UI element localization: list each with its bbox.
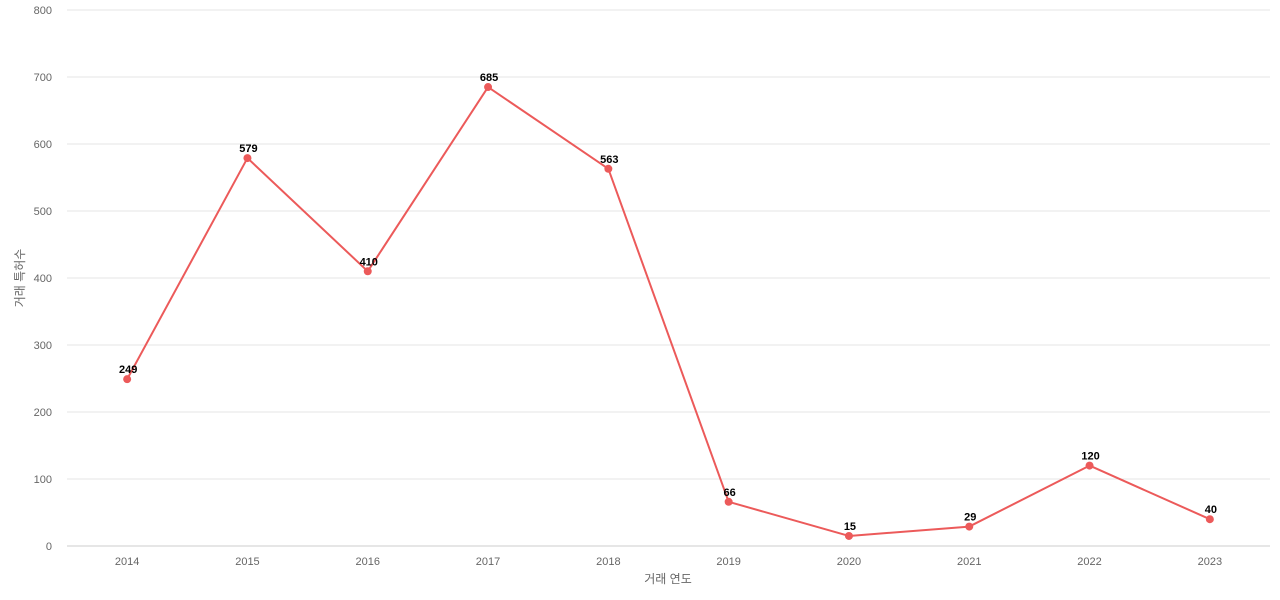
- y-tick-label: 0: [46, 541, 52, 553]
- data-label: 579: [239, 143, 257, 155]
- data-point[interactable]: [363, 267, 372, 276]
- x-tick-label: 2022: [1077, 556, 1101, 568]
- x-axis-title: 거래 연도: [644, 572, 692, 586]
- data-label: 249: [119, 364, 137, 376]
- data-point[interactable]: [1085, 461, 1094, 470]
- series-layer: [126, 86, 1211, 537]
- y-axis-ticks: 0 100 200 300 400 500 600 700 800: [34, 5, 52, 553]
- x-tick-label: 2017: [476, 556, 500, 568]
- y-tick-label: 500: [34, 206, 52, 218]
- data-point[interactable]: [724, 497, 733, 506]
- data-point[interactable]: [965, 522, 974, 531]
- x-tick-label: 2014: [115, 556, 139, 568]
- data-point[interactable]: [844, 531, 853, 540]
- x-tick-label: 2018: [596, 556, 620, 568]
- data-label: 685: [480, 72, 498, 84]
- x-tick-label: 2015: [235, 556, 259, 568]
- data-point[interactable]: [243, 154, 252, 163]
- x-tick-label: 2020: [837, 556, 861, 568]
- y-tick-label: 400: [34, 273, 52, 285]
- data-label: 66: [724, 487, 736, 499]
- y-tick-label: 100: [34, 474, 52, 486]
- grid-layer: [67, 9, 1270, 547]
- y-tick-label: 600: [34, 139, 52, 151]
- data-point[interactable]: [123, 375, 132, 384]
- data-label: 410: [360, 256, 378, 268]
- data-label: 563: [600, 154, 618, 166]
- y-tick-label: 300: [34, 340, 52, 352]
- data-point[interactable]: [484, 83, 493, 92]
- series-line: [126, 86, 1211, 537]
- point-layer: [123, 83, 1214, 540]
- y-axis-title: 거래 특허수: [13, 249, 27, 308]
- x-tick-label: 2016: [356, 556, 380, 568]
- y-tick-label: 700: [34, 72, 52, 84]
- y-tick-label: 200: [34, 407, 52, 419]
- x-tick-label: 2019: [716, 556, 740, 568]
- data-label-layer: 249 579 410 685 563 66 15 29 120 40: [119, 72, 1217, 533]
- x-tick-label: 2023: [1198, 556, 1222, 568]
- x-axis-ticks: 2014 2015 2016 2017 2018 2019 2020 2021 2022 2023: [115, 556, 1222, 568]
- y-tick-label: 800: [34, 5, 52, 17]
- data-label: 29: [964, 512, 976, 524]
- data-point[interactable]: [604, 164, 613, 173]
- data-point[interactable]: [1205, 515, 1214, 524]
- data-label: 120: [1081, 451, 1099, 463]
- x-tick-label: 2021: [957, 556, 981, 568]
- data-label: 15: [844, 521, 856, 533]
- data-label: 40: [1205, 504, 1217, 516]
